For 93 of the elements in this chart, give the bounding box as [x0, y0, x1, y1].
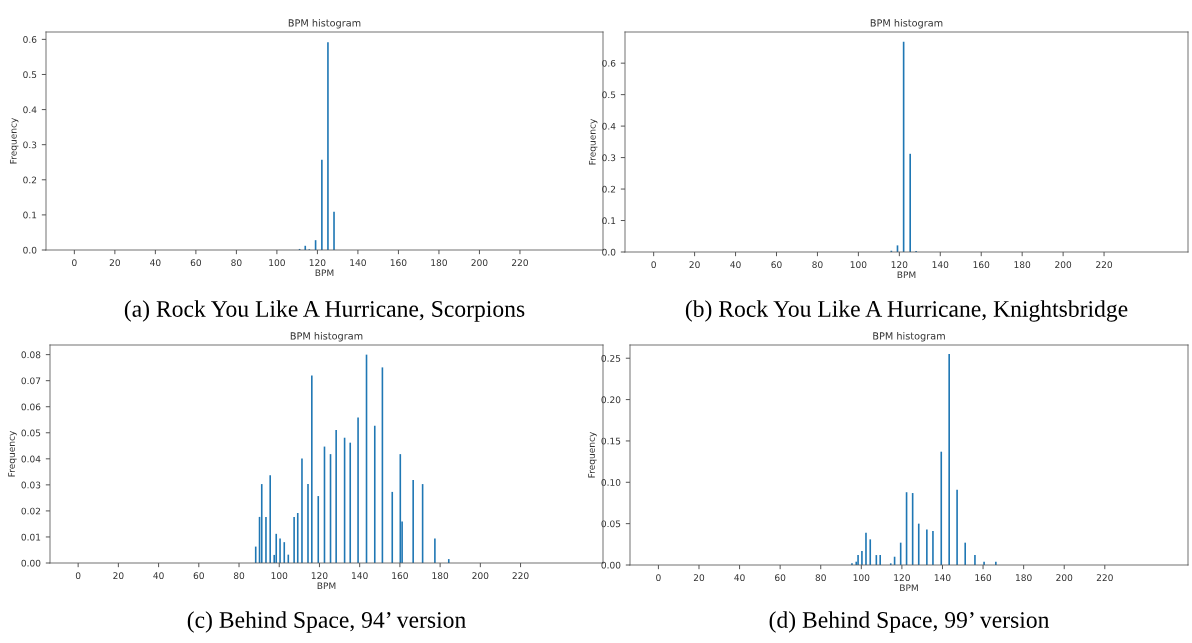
x-tick-label: 60: [771, 261, 782, 269]
x-tick-label: 180: [1016, 574, 1032, 582]
y-tick-label: 0.03: [21, 481, 41, 489]
y-tick-label: 0.2: [602, 185, 616, 193]
x-tick-label: 60: [775, 574, 786, 582]
text: (a) Rock You Like A Hurricane, Scorpions: [124, 300, 525, 322]
y-tick-label: 0.6: [602, 59, 616, 67]
x-tick-label: 160: [973, 261, 990, 269]
y-tick-label: 0.15: [601, 437, 621, 445]
y-tick-label: 0.5: [602, 91, 616, 99]
x-tick-label: 20: [689, 261, 700, 269]
x-tick-label: 40: [730, 261, 741, 269]
y-tick-label: 0.08: [21, 351, 41, 359]
x-tick-label: 100: [853, 574, 870, 582]
y-tick-label: 0.0: [602, 248, 616, 256]
x-tick-label: 100: [269, 259, 285, 267]
x-tick-label: 160: [390, 259, 407, 267]
x-tick-label: 200: [471, 259, 488, 267]
x-tick-label: 220: [512, 572, 529, 580]
x-tick-label: 120: [894, 574, 910, 582]
y-tick-label: 0.4: [23, 106, 37, 114]
x-tick-label: 140: [350, 259, 366, 267]
x-tick-label: 180: [431, 259, 447, 267]
y-tick-label: 0.20: [601, 396, 621, 404]
x-tick-label: 200: [1056, 574, 1073, 582]
chart-title: BPM histogram: [288, 19, 361, 29]
x-axis-title: BPM: [900, 584, 918, 592]
x-tick-label: 20: [113, 572, 124, 580]
x-tick-label: 60: [193, 572, 204, 580]
y-tick-label: 0.06: [21, 403, 41, 411]
y-tick-label: 0.4: [602, 122, 616, 130]
y-tick-label: 0.1: [602, 217, 616, 225]
y-tick-label: 0.02: [21, 507, 41, 515]
y-tick-label: 0.5: [23, 71, 37, 79]
x-tick-label: 0: [72, 259, 77, 267]
y-tick-label: 0.0: [23, 246, 37, 254]
x-tick-label: 40: [153, 572, 164, 580]
y-axis-title: Frequency: [8, 430, 17, 477]
y-tick-label: 0.6: [23, 36, 37, 43]
x-tick-label: 80: [231, 259, 242, 267]
y-tick-label: 0.3: [23, 141, 37, 149]
text: (c) Behind Space, 94’ version: [187, 611, 466, 633]
x-tick-label: 180: [432, 572, 449, 580]
x-tick-label: 20: [109, 259, 121, 267]
y-tick-label: 0.00: [601, 561, 621, 569]
x-tick-label: 40: [150, 259, 161, 267]
x-tick-label: 160: [392, 572, 408, 580]
x-axis-title: BPM: [317, 582, 336, 590]
x-tick-label: 200: [472, 572, 489, 580]
y-tick-label: 0.05: [601, 520, 621, 528]
x-tick-label: 120: [311, 572, 328, 580]
x-tick-label: 220: [1096, 574, 1113, 582]
x-tick-label: 220: [1096, 261, 1113, 269]
x-tick-label: 140: [932, 261, 949, 269]
y-tick-label: 0.07: [21, 377, 41, 385]
x-tick-label: 80: [815, 574, 826, 582]
y-tick-label: 0.25: [601, 354, 621, 362]
y-axis-title: Frequency: [588, 431, 597, 478]
x-tick-label: 120: [891, 261, 908, 269]
y-tick-label: 0.3: [602, 154, 616, 162]
x-tick-label: 40: [734, 574, 745, 582]
x-tick-label: 180: [1014, 261, 1031, 269]
chart-title: BPM histogram: [873, 332, 945, 342]
y-tick-label: 0.04: [21, 455, 41, 463]
x-tick-label: 0: [75, 572, 81, 580]
x-tick-label: 140: [934, 574, 951, 582]
x-tick-label: 0: [656, 574, 661, 582]
x-tick-label: 220: [512, 259, 528, 267]
y-axis-title: Frequency: [588, 118, 598, 165]
y-tick-label: 0.05: [21, 429, 41, 437]
y-tick-label: 0.1: [23, 211, 37, 219]
x-tick-label: 120: [309, 259, 326, 267]
text: (d) Behind Space, 99’ version: [769, 611, 1050, 633]
chart-title: BPM histogram: [870, 19, 943, 29]
chart-title: BPM histogram: [290, 332, 363, 342]
x-tick-label: 0: [651, 261, 656, 269]
x-axis-title: BPM: [315, 269, 334, 277]
x-tick-label: 60: [190, 259, 202, 267]
x-tick-label: 100: [850, 261, 867, 269]
y-tick-label: 0.00: [21, 559, 41, 567]
y-tick-label: 0.10: [601, 479, 621, 486]
x-tick-label: 200: [1055, 261, 1072, 269]
x-tick-label: 80: [233, 572, 245, 580]
x-tick-label: 140: [352, 572, 368, 580]
y-tick-label: 0.2: [23, 176, 37, 184]
y-tick-label: 0.01: [21, 533, 41, 541]
x-tick-label: 100: [271, 572, 288, 580]
text: (b) Rock You Like A Hurricane, Knightsbridge: [685, 300, 1128, 322]
x-tick-label: 20: [693, 574, 705, 582]
y-axis-title: Frequency: [9, 117, 19, 164]
x-tick-label: 160: [975, 574, 992, 582]
x-tick-label: 80: [812, 261, 823, 269]
x-axis-title: BPM: [897, 271, 916, 279]
